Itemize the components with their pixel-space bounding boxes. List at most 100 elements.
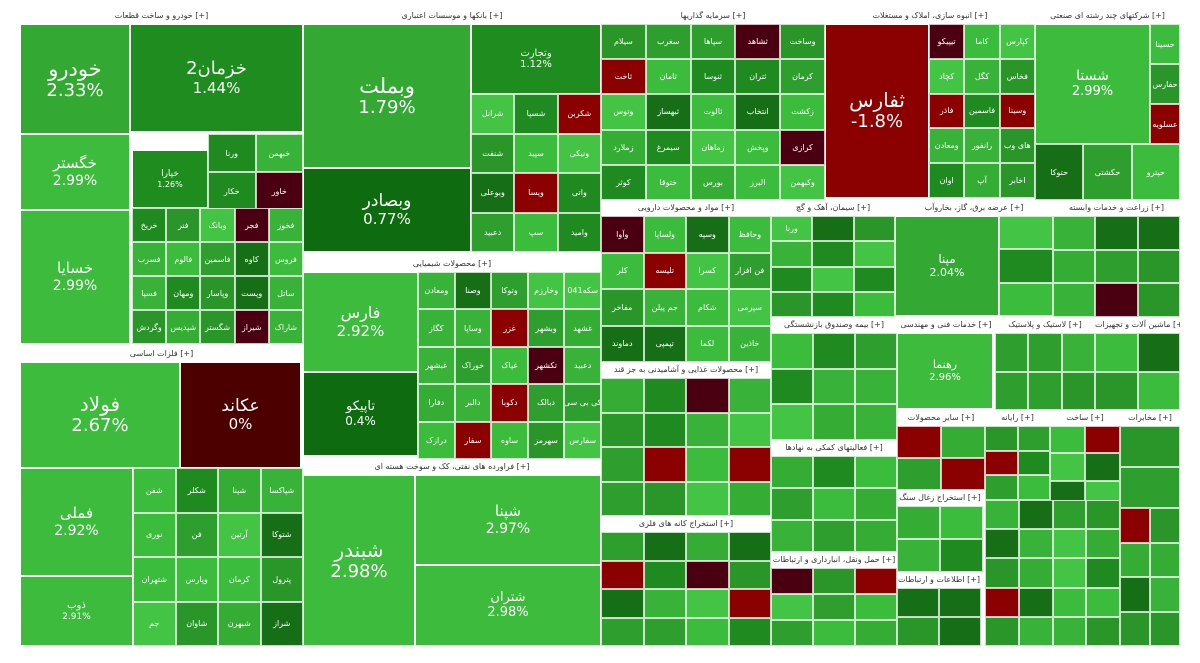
stock-tile[interactable]: کگاز <box>418 309 455 347</box>
sector-header[interactable]: فلزات اساسی [+] <box>20 346 303 362</box>
stock-tile[interactable] <box>686 617 729 646</box>
stock-tile[interactable] <box>897 458 941 490</box>
stock-tile[interactable] <box>897 588 939 617</box>
stock-tile[interactable] <box>1086 529 1120 559</box>
stock-tile[interactable]: غپاک <box>491 346 528 385</box>
stock-tile[interactable] <box>728 481 771 516</box>
sector-header[interactable]: اطلاعات و ارتباطات [+] <box>897 572 981 588</box>
stock-tile[interactable]: وبوعلی <box>471 173 515 213</box>
stock-tile[interactable]: شنفت <box>471 133 515 173</box>
stock-tile[interactable] <box>1053 216 1096 250</box>
stock-tile[interactable]: وپخش <box>735 129 781 165</box>
stock-tile[interactable]: شکلر <box>175 468 218 513</box>
stock-tile[interactable]: تپمپی <box>643 325 686 362</box>
stock-tile[interactable]: شتوکا <box>260 512 303 557</box>
stock-tile[interactable] <box>813 456 855 488</box>
stock-tile[interactable] <box>601 412 644 447</box>
stock-tile[interactable]: فملی 2.92% <box>20 468 133 576</box>
stock-tile[interactable] <box>1137 333 1180 372</box>
stock-tile[interactable]: شگستر <box>200 310 235 344</box>
stock-tile[interactable] <box>686 560 729 589</box>
stock-tile[interactable]: سپاها <box>690 24 736 60</box>
stock-tile[interactable]: رانفور <box>964 128 1000 164</box>
stock-tile[interactable]: سیلام <box>601 24 646 60</box>
stock-tile[interactable] <box>897 539 940 572</box>
stock-tile[interactable] <box>771 520 813 552</box>
stock-tile[interactable]: رهنما 2.96% <box>897 333 993 409</box>
stock-tile[interactable]: شراز <box>260 601 303 646</box>
sector-header[interactable]: رایانه [+] <box>985 410 1050 426</box>
stock-tile[interactable]: شبهرن <box>218 601 261 646</box>
stock-tile[interactable]: ثاخت <box>601 59 646 95</box>
stock-tile[interactable]: حفارس <box>1150 64 1180 104</box>
stock-tile[interactable]: ورنا <box>771 216 813 242</box>
stock-tile[interactable] <box>1120 542 1150 577</box>
stock-tile[interactable] <box>985 529 1019 559</box>
stock-tile[interactable] <box>1052 529 1087 559</box>
stock-tile[interactable] <box>1120 577 1150 612</box>
sector-header[interactable]: سرمایه گذاریها [+] <box>601 8 825 24</box>
stock-tile[interactable]: حتوکا <box>1035 144 1084 200</box>
sector-header[interactable]: بانکها و موسسات اعتباری [+] <box>303 8 601 24</box>
stock-tile[interactable]: ونیکی <box>557 133 601 173</box>
stock-tile[interactable] <box>855 520 897 552</box>
stock-tile[interactable] <box>643 532 686 561</box>
stock-tile[interactable]: وخارزم <box>527 272 565 310</box>
stock-tile[interactable] <box>939 617 981 646</box>
stock-tile[interactable]: دبالک <box>527 384 565 422</box>
stock-tile[interactable]: حکشتی <box>1083 144 1132 200</box>
stock-tile[interactable] <box>771 266 813 292</box>
stock-tile[interactable] <box>813 620 855 646</box>
stock-tile[interactable]: ثفارس -1.8% <box>825 24 929 198</box>
stock-tile[interactable] <box>1017 426 1050 451</box>
stock-tile[interactable]: فسرب <box>132 242 167 276</box>
stock-tile[interactable]: دعبید <box>564 346 601 385</box>
stock-tile[interactable]: ختوقا <box>645 164 691 200</box>
stock-tile[interactable]: وسپه <box>686 216 729 253</box>
stock-tile[interactable] <box>813 568 855 594</box>
stock-tile[interactable]: فخاس <box>999 58 1035 94</box>
stock-tile[interactable]: دعبید <box>471 212 515 252</box>
stock-tile[interactable]: فاسمین <box>200 242 235 276</box>
stock-tile[interactable]: وبصادر 0.77% <box>303 168 471 252</box>
stock-tile[interactable] <box>1052 616 1087 646</box>
stock-tile[interactable] <box>728 447 771 482</box>
stock-tile[interactable] <box>855 568 897 594</box>
stock-tile[interactable] <box>855 594 897 620</box>
stock-tile[interactable] <box>941 426 985 458</box>
stock-tile[interactable] <box>1061 371 1095 410</box>
stock-tile[interactable] <box>1095 333 1138 372</box>
stock-tile[interactable] <box>771 291 813 317</box>
stock-tile[interactable] <box>771 568 813 594</box>
stock-tile[interactable] <box>1018 529 1053 559</box>
stock-tile[interactable]: فروس <box>268 242 303 276</box>
stock-tile[interactable] <box>855 488 897 520</box>
stock-tile[interactable]: کوثر <box>601 164 646 200</box>
stock-tile[interactable]: آپ <box>964 163 1000 198</box>
stock-tile[interactable]: وتوکا <box>491 272 528 310</box>
sector-header[interactable]: لاستیک و پلاستیک [+] <box>995 317 1095 333</box>
stock-tile[interactable]: سهرمز <box>527 421 565 459</box>
stock-tile[interactable]: های وب <box>999 128 1035 164</box>
stock-tile[interactable]: وتوس <box>601 94 646 130</box>
sector-header[interactable]: مخابرات [+] <box>1120 410 1180 426</box>
stock-tile[interactable] <box>1086 587 1120 617</box>
stock-tile[interactable] <box>1018 500 1053 530</box>
stock-tile[interactable] <box>853 291 895 317</box>
stock-tile[interactable]: خپارا 1.26% <box>132 150 208 208</box>
stock-tile[interactable]: شاوان <box>175 601 218 646</box>
sector-header[interactable]: فراورده های نفتی، کک و سوخت هسته ای [+] <box>303 459 601 475</box>
sector-header[interactable]: خودرو و ساخت قطعات [+] <box>20 8 303 24</box>
sector-header[interactable]: استخراج کانه های فلزی [+] <box>601 516 771 532</box>
stock-tile[interactable]: ثبهساز <box>645 94 691 130</box>
stock-tile[interactable]: وگردش <box>132 310 167 344</box>
stock-tile[interactable] <box>686 589 729 618</box>
stock-tile[interactable] <box>1150 577 1180 612</box>
stock-tile[interactable] <box>601 617 644 646</box>
stock-tile[interactable] <box>601 589 644 618</box>
stock-tile[interactable]: زکشت <box>780 94 825 130</box>
stock-tile[interactable]: وبشهر <box>527 309 565 347</box>
stock-tile[interactable]: فن <box>175 512 218 557</box>
stock-tile[interactable]: اوان <box>929 163 965 198</box>
stock-tile[interactable] <box>812 216 854 242</box>
